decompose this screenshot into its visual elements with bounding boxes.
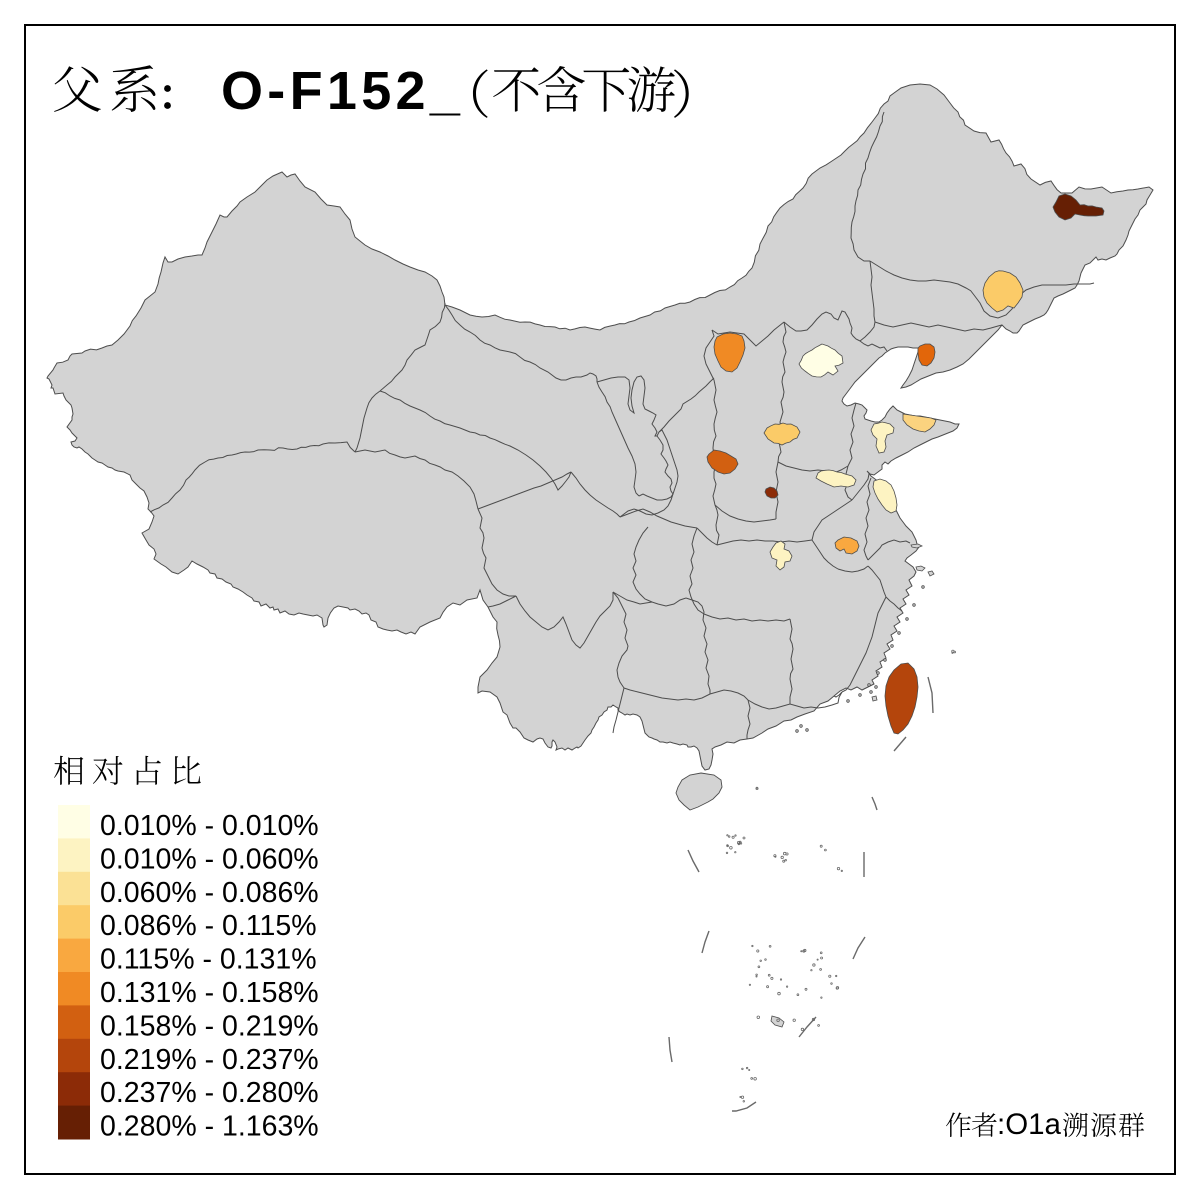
svg-text:0.158% - 0.219%: 0.158% - 0.219%	[100, 1010, 319, 1042]
svg-text:0.115% - 0.131%: 0.115% - 0.131%	[100, 944, 317, 976]
svg-text:0.280% - 1.163%: 0.280% - 1.163%	[100, 1111, 319, 1143]
svg-text:0.010% - 0.060%: 0.010% - 0.060%	[100, 843, 319, 875]
svg-text:0.086% - 0.115%: 0.086% - 0.115%	[100, 910, 317, 942]
svg-text:O-F152_: O-F152_	[221, 61, 464, 121]
svg-text:0.219% - 0.237%: 0.219% - 0.237%	[100, 1044, 319, 1076]
svg-text:0.060% - 0.086%: 0.060% - 0.086%	[100, 877, 319, 909]
svg-text:0.131% - 0.158%: 0.131% - 0.158%	[100, 977, 319, 1009]
svg-text::O1a: :O1a	[997, 1108, 1062, 1141]
svg-text:0.237% - 0.280%: 0.237% - 0.280%	[100, 1077, 319, 1109]
svg-text:0.010% - 0.010%: 0.010% - 0.010%	[100, 810, 319, 842]
